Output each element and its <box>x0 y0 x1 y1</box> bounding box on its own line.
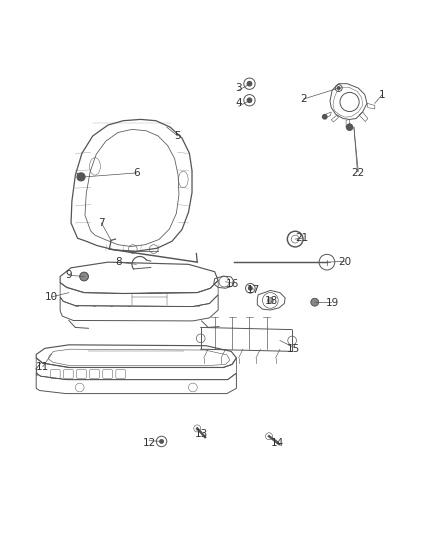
Text: 4: 4 <box>235 98 242 108</box>
Circle shape <box>346 124 353 130</box>
Text: 19: 19 <box>325 298 339 309</box>
Text: 18: 18 <box>265 296 278 306</box>
Circle shape <box>249 287 252 290</box>
Circle shape <box>337 87 340 90</box>
Circle shape <box>322 115 327 119</box>
Text: 5: 5 <box>174 131 181 141</box>
Text: 11: 11 <box>36 361 49 372</box>
Text: 3: 3 <box>235 83 242 93</box>
Text: 2: 2 <box>300 94 307 104</box>
Text: 10: 10 <box>45 292 58 302</box>
Circle shape <box>160 440 163 443</box>
Circle shape <box>247 98 252 102</box>
Circle shape <box>347 124 352 128</box>
Circle shape <box>77 173 85 181</box>
Text: 9: 9 <box>66 270 72 280</box>
Text: 7: 7 <box>98 218 105 228</box>
Text: 13: 13 <box>195 429 208 439</box>
Text: 14: 14 <box>271 438 284 448</box>
Circle shape <box>80 272 88 281</box>
Text: 12: 12 <box>143 438 156 448</box>
Text: 15: 15 <box>286 344 300 354</box>
Text: 6: 6 <box>133 168 140 178</box>
Circle shape <box>311 298 319 306</box>
Circle shape <box>247 82 252 86</box>
Circle shape <box>267 297 273 303</box>
Text: 22: 22 <box>352 168 365 178</box>
Text: 21: 21 <box>295 233 308 243</box>
Text: 16: 16 <box>226 279 239 289</box>
Text: 20: 20 <box>339 257 352 267</box>
Text: 8: 8 <box>116 257 122 267</box>
Text: 17: 17 <box>247 286 261 295</box>
Text: 1: 1 <box>379 90 385 100</box>
